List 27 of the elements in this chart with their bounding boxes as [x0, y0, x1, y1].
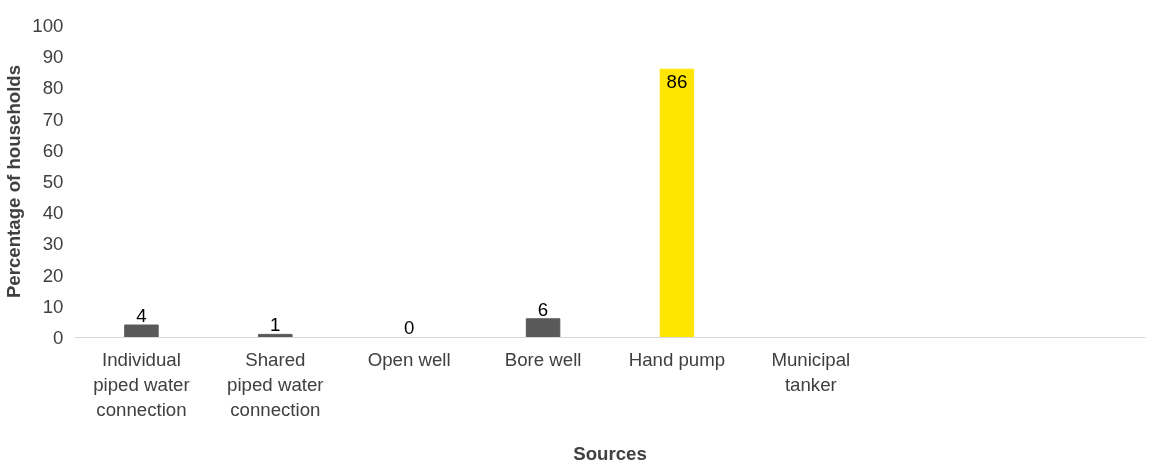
y-tick-label: 0: [53, 327, 64, 348]
data-label: 4: [136, 304, 147, 326]
x-tick-label: Municipal tanker: [771, 348, 851, 395]
y-tick-label: 10: [42, 295, 64, 317]
y-tick-label: 30: [42, 233, 64, 255]
bar: [525, 318, 561, 338]
x-tick-label: Individual piped water connection: [93, 348, 190, 420]
y-tick-label: 20: [42, 264, 64, 286]
x-tick-label: Open well: [367, 348, 451, 370]
bar: [124, 324, 159, 338]
data-label: 6: [537, 298, 549, 320]
y-tick-label: 70: [42, 108, 64, 130]
bar: [659, 68, 695, 338]
data-label: 0: [404, 317, 415, 339]
data-label: 1: [270, 314, 281, 336]
y-tick-label: 50: [42, 171, 64, 192]
x-tick-label: Hand pump: [628, 348, 726, 370]
x-tick-label: Bore well: [504, 348, 582, 370]
y-tick-label: 90: [42, 46, 64, 68]
y-axis-title: Percentage of households: [3, 64, 25, 299]
x-tick-label: Shared piped water connection: [227, 348, 324, 420]
y-tick-label: 100: [32, 15, 64, 36]
y-tick-label: 80: [42, 77, 64, 99]
y-tick-label: 40: [42, 202, 64, 224]
data-label: 86: [666, 71, 688, 93]
x-axis-title: Sources: [573, 442, 647, 464]
y-tick-label: 60: [42, 139, 64, 161]
